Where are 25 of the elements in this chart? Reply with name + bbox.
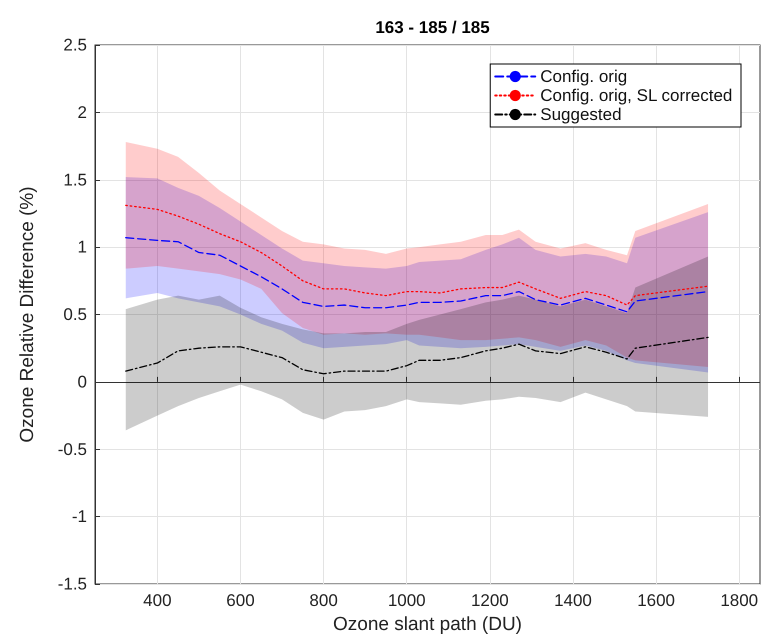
x-tick-label: 1200 (470, 591, 509, 610)
x-tick-label: 800 (309, 591, 338, 610)
x-tick-label: 1600 (637, 591, 676, 610)
y-axis-title: Ozone Relative Difference (%) (17, 186, 38, 443)
chart-title: 163 - 185 / 185 (375, 18, 490, 37)
y-tick-label: -1.5 (58, 574, 87, 594)
x-tick-label: 600 (226, 591, 255, 610)
legend-label: Config. orig, SL corrected (540, 86, 732, 105)
y-tick-label: -0.5 (58, 440, 87, 459)
x-tick-label: 1800 (720, 591, 758, 610)
legend-label: Suggested (540, 105, 622, 124)
y-tick-label: 1.5 (63, 170, 87, 190)
x-tick-label: 1000 (388, 591, 426, 610)
legend-label: Config. orig (540, 67, 628, 86)
y-tick-label: -1 (72, 507, 87, 526)
x-axis-title: Ozone slant path (DU) (332, 614, 522, 635)
y-tick-label: 0.5 (63, 305, 87, 324)
x-tick-label: 400 (143, 591, 172, 610)
line-series (125, 204, 709, 306)
y-tick-label: 2 (78, 102, 87, 122)
line-series (125, 336, 709, 374)
y-tick-label: 0 (78, 372, 87, 392)
y-tick-label: 2.5 (63, 36, 87, 54)
x-tick-label: 1400 (554, 591, 592, 610)
y-tick-label: 1 (78, 238, 87, 257)
